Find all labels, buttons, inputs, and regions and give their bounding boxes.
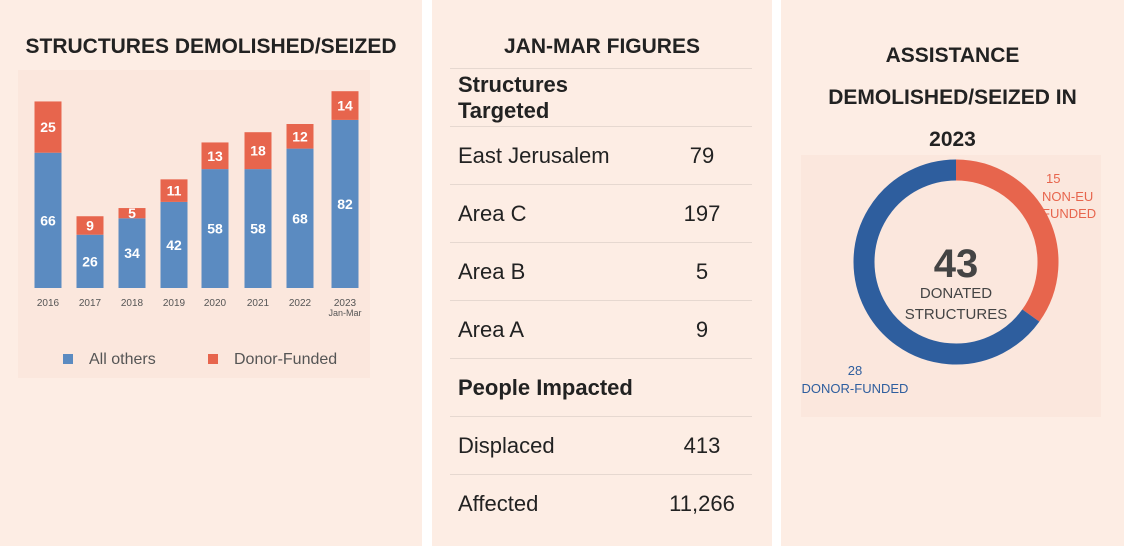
tick-label: Jan-Mar: [328, 308, 361, 318]
bar-segment: [34, 101, 62, 153]
section-header: People Impacted: [450, 358, 752, 417]
donut-text: NON-EU: [1042, 189, 1093, 204]
tick-label: 2019: [163, 298, 186, 309]
tick-label: 2023: [334, 298, 357, 309]
bar-segment: [201, 142, 229, 170]
table-row: Area C 197: [450, 184, 752, 243]
table-row: East Jerusalem 79: [450, 126, 752, 185]
data-label: 58: [250, 221, 266, 237]
data-label: 26: [82, 253, 98, 269]
data-label: 42: [166, 237, 182, 253]
bar-segment: [118, 218, 146, 288]
legend-swatch: [63, 354, 73, 364]
bar-segment: [34, 152, 62, 288]
data-label: 14: [337, 98, 353, 114]
bar-segment: [160, 201, 188, 288]
stacked-bar-chart: 66 25 2016 26 9 2017 34 5 2018 42 11 2019 58 13 2020 58…: [34, 91, 362, 368]
tick-label: 2020: [204, 298, 227, 309]
title-line: DEMOLISHED/SEIZED IN: [828, 86, 1077, 109]
row-label: Area A: [458, 317, 525, 342]
tick-label: 2021: [247, 298, 270, 309]
data-label: 66: [40, 212, 56, 228]
table-row: Displaced 413: [450, 416, 752, 475]
assistance-panel: ASSISTANCE DEMOLISHED/SEIZED IN 2023 43 D…: [781, 0, 1124, 546]
data-label: 11: [167, 183, 182, 199]
data-label: 25: [40, 119, 56, 135]
row-label: Displaced: [458, 433, 555, 458]
donut-text: FUNDED: [1042, 206, 1096, 221]
row-value: 5: [695, 259, 709, 284]
row-label: Structures Targeted: [458, 72, 569, 123]
donut-text: 15: [1046, 171, 1060, 186]
title-line: 2023: [929, 128, 976, 151]
legend-label: All others: [89, 351, 156, 368]
row-value: 9: [695, 317, 709, 342]
tick-label: 2018: [121, 298, 144, 309]
tick-label: 2016: [37, 298, 60, 309]
bar-segment: [118, 208, 146, 219]
tick-label: 2022: [289, 298, 312, 309]
row-label: Affected: [458, 491, 539, 516]
legend-label: Donor-Funded: [234, 351, 337, 368]
panel-title: STRUCTURES DEMOLISHED/SEIZED: [25, 35, 397, 58]
data-label: 58: [207, 221, 223, 237]
structures-panel: STRUCTURES DEMOLISHED/SEIZED 66 25 2016 26 9…: [0, 0, 422, 546]
table-row: Affected 11,266: [450, 474, 752, 533]
row-value: 413: [683, 433, 721, 458]
bar-segment: [286, 148, 314, 288]
donut-slice: [955, 159, 1059, 322]
panel-title: JAN-MAR FIGURES: [503, 35, 700, 58]
row-value: 79: [689, 143, 715, 168]
row-value: 197: [683, 201, 721, 226]
donut-slice: [853, 159, 1040, 365]
data-label: 68: [292, 210, 308, 226]
bar-segment: [76, 234, 104, 288]
panel-title: ASSISTANCE DEMOLISHED/SEIZED IN 2023: [781, 35, 1124, 161]
bar-segment: [76, 216, 104, 235]
bar-segment: [201, 169, 229, 288]
row-label: Area B: [458, 259, 526, 284]
row-label: Area C: [458, 201, 527, 226]
figures-panel: JAN-MAR FIGURES Structures Targeted East …: [432, 0, 772, 546]
section-header: Structures Targeted: [450, 68, 752, 127]
row-label: People Impacted: [458, 375, 633, 400]
donut-text: 28: [848, 363, 862, 378]
bar-segment: [160, 179, 188, 202]
legend-swatch: [208, 354, 218, 364]
row-value: 11,266: [669, 491, 735, 516]
bar-segment: [244, 132, 272, 170]
data-label: 18: [250, 143, 266, 159]
bar-segment: [331, 91, 359, 120]
bar-segment: [244, 169, 272, 288]
chart-area: 66 25 2016 26 9 2017 34 5 2018 42 11 2019 58 13 2020 58…: [18, 70, 370, 378]
data-label: 34: [124, 245, 140, 261]
title-line: ASSISTANCE: [885, 44, 1020, 67]
tick-label: 2017: [79, 298, 102, 309]
table-row: Area B 5: [450, 242, 752, 301]
data-label: 12: [292, 128, 308, 144]
row-label: East Jerusalem: [458, 143, 610, 168]
bar-segment: [286, 124, 314, 149]
data-label: 9: [86, 217, 94, 233]
data-label: 82: [337, 196, 353, 212]
table-row: Area A 9: [450, 300, 752, 359]
donut-area: 43 DONATED STRUCTURES 15 NON-EU FUNDED 28 DONOR…: [801, 155, 1101, 417]
bar-segment: [331, 119, 359, 289]
donut-text: STRUCTURES: [905, 306, 1008, 323]
donut-text: DONATED: [920, 285, 992, 302]
data-label: 13: [207, 148, 223, 164]
donut-text: 43: [934, 242, 979, 286]
donut-text: DONOR-FUNDED: [802, 381, 909, 396]
data-label: 5: [128, 205, 136, 221]
